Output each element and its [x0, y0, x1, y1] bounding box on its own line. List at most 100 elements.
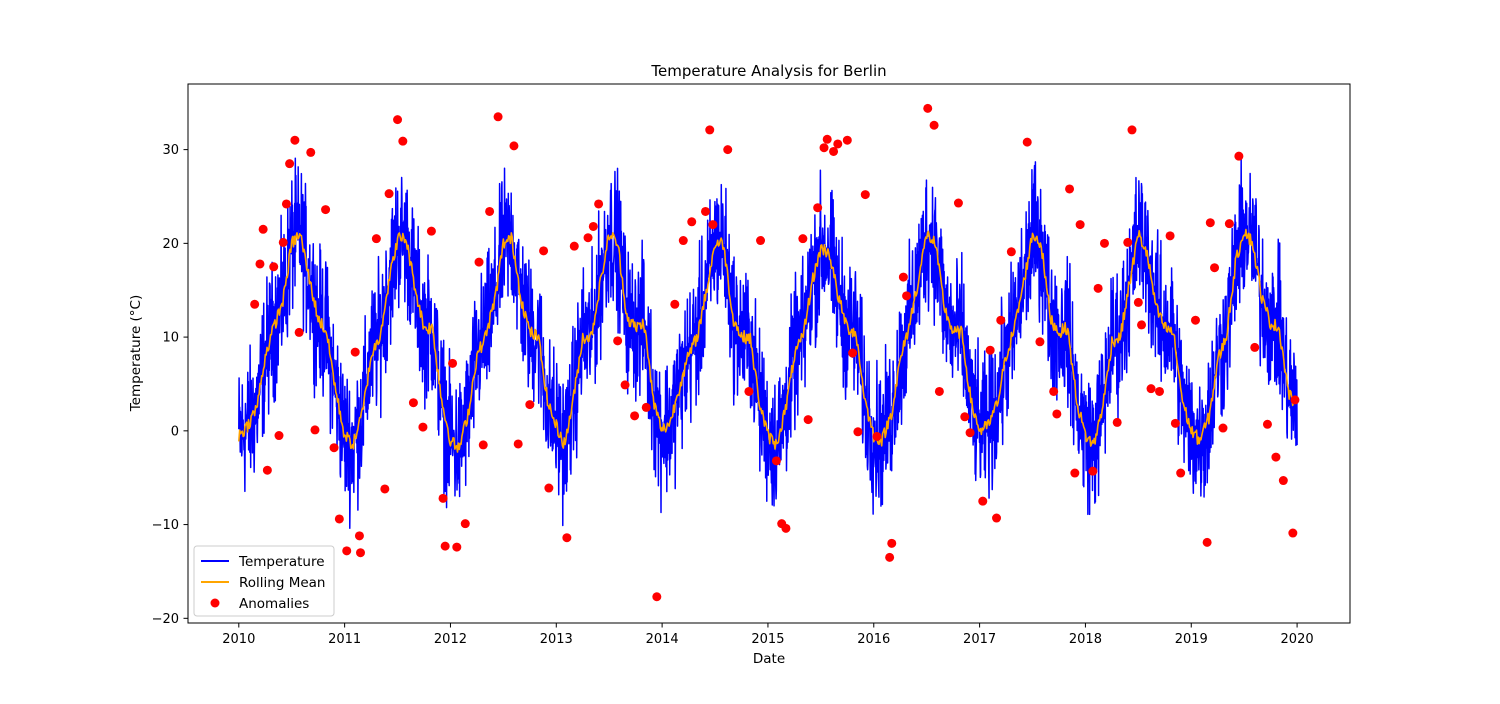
- anomaly-point: [781, 523, 791, 533]
- anomaly-point: [329, 443, 339, 453]
- temperature-line: [238, 154, 1298, 530]
- anomaly-point: [440, 541, 450, 551]
- anomaly-point: [460, 519, 470, 529]
- anomaly-point: [1127, 125, 1137, 135]
- anomaly-point: [371, 234, 381, 244]
- anomaly-point: [813, 203, 823, 213]
- anomaly-point: [258, 224, 268, 234]
- anomaly-point: [485, 206, 495, 216]
- legend-anomalies-label: Anomalies: [239, 596, 309, 612]
- anomaly-point: [887, 538, 897, 548]
- anomaly-point: [1271, 452, 1281, 462]
- legend: Temperature Rolling Mean Anomalies: [193, 545, 335, 617]
- anomaly-point: [708, 220, 718, 230]
- anomaly-point: [285, 159, 295, 169]
- anomaly-point: [898, 272, 908, 282]
- anomalies-series: [250, 103, 1300, 602]
- anomaly-point: [1234, 151, 1244, 161]
- anomaly-point: [1133, 297, 1143, 307]
- anomaly-point: [670, 299, 680, 309]
- anomaly-point: [744, 386, 754, 396]
- anomaly-point: [513, 439, 523, 449]
- anomaly-point: [334, 514, 344, 524]
- anomaly-point: [350, 347, 360, 357]
- y-tick-label: −20: [152, 612, 179, 627]
- anomaly-point: [1165, 231, 1175, 241]
- anomaly-point: [438, 493, 448, 503]
- anomaly-point: [853, 427, 863, 437]
- anomaly-point: [1099, 238, 1109, 248]
- anomaly-point: [539, 246, 549, 256]
- anomaly-point: [342, 546, 352, 556]
- anomaly-point: [294, 327, 304, 337]
- anomaly-point: [803, 415, 813, 425]
- anomaly-point: [1202, 537, 1212, 547]
- anomaly-point: [1070, 468, 1080, 478]
- anomaly-point: [474, 257, 484, 267]
- anomaly-point: [1088, 466, 1098, 476]
- anomaly-point: [1288, 528, 1298, 538]
- anomaly-point: [544, 483, 554, 493]
- x-tick-label: 2013: [540, 632, 573, 647]
- anomaly-point: [819, 143, 829, 153]
- anomaly-point: [278, 237, 288, 247]
- anomaly-point: [408, 398, 418, 408]
- x-tick-label: 2010: [222, 632, 255, 647]
- anomaly-point: [1052, 409, 1062, 419]
- y-tick-label: 30: [162, 143, 179, 158]
- anomaly-point: [393, 115, 403, 125]
- y-tick-label: 0: [171, 424, 179, 439]
- anomaly-point: [701, 206, 710, 216]
- anomaly-point: [426, 226, 436, 236]
- x-tick-label: 2012: [434, 632, 467, 647]
- anomaly-point: [1112, 417, 1122, 427]
- anomaly-point: [255, 259, 265, 269]
- anomaly-point: [562, 533, 572, 543]
- anomaly-point: [1218, 423, 1228, 433]
- anomaly-point: [448, 358, 458, 368]
- anomaly-point: [1290, 395, 1300, 405]
- anomaly-point: [960, 412, 970, 422]
- anomaly-point: [583, 233, 593, 243]
- anomaly-point: [478, 440, 488, 450]
- anomaly-point: [1190, 315, 1200, 325]
- rolling-mean-series: [238, 228, 1298, 453]
- anomaly-point: [687, 217, 697, 227]
- anomaly-point: [588, 221, 598, 231]
- y-axis-label: Temperature (°C): [128, 295, 144, 413]
- x-tick-label: 2017: [963, 632, 996, 647]
- anomaly-point: [452, 542, 462, 552]
- x-tick-label: 2015: [751, 632, 784, 647]
- anomaly-point: [1093, 283, 1103, 293]
- anomaly-point: [829, 146, 839, 156]
- anomaly-point: [992, 513, 1002, 523]
- anomaly-point: [354, 531, 364, 541]
- anomaly-point: [306, 147, 316, 157]
- anomaly-point: [842, 135, 852, 145]
- plot-frame: [187, 83, 1351, 624]
- anomaly-point: [262, 465, 272, 475]
- x-tick-label: 2019: [1175, 632, 1208, 647]
- legend-anomalies-swatch: [210, 598, 220, 608]
- anomaly-point: [356, 548, 365, 558]
- anomaly-point: [493, 112, 503, 122]
- anomaly-point: [872, 431, 882, 441]
- anomaly-point: [723, 145, 733, 155]
- anomaly-point: [652, 592, 662, 602]
- anomaly-point: [594, 199, 604, 209]
- anomaly-point: [934, 386, 944, 396]
- anomaly-point: [1250, 342, 1260, 352]
- anomaly-point: [848, 348, 858, 358]
- anomaly-point: [630, 411, 640, 421]
- anomaly-point: [1123, 237, 1133, 247]
- anomaly-point: [1146, 384, 1156, 394]
- anomaly-point: [398, 136, 408, 146]
- anomaly-point: [1006, 247, 1016, 257]
- anomaly-point: [798, 234, 808, 244]
- anomaly-point: [384, 189, 394, 199]
- anomaly-point: [1176, 468, 1186, 478]
- anomaly-point: [678, 236, 688, 246]
- x-axis: 2010 2011 2012 2013 2014 2015 2016 2017 2018 2019…: [222, 623, 1314, 647]
